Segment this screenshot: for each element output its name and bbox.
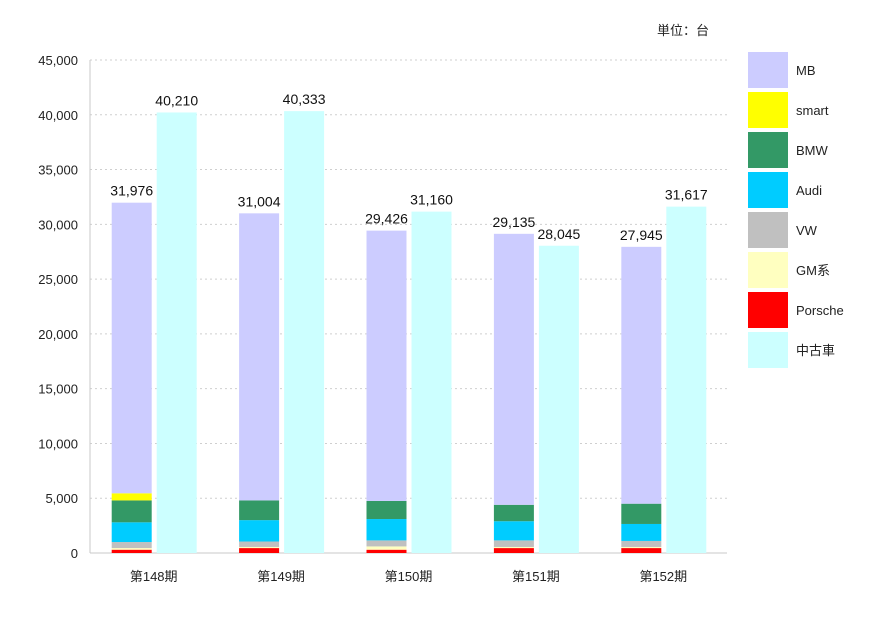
legend-item: BMW xyxy=(748,132,829,168)
stacked-bar-segment xyxy=(366,500,407,520)
legend-swatch xyxy=(748,332,788,368)
y-tick-label: 25,000 xyxy=(38,272,78,287)
legend-item: Audi xyxy=(748,172,822,208)
y-tick-label: 30,000 xyxy=(38,217,78,232)
y-tick-label: 10,000 xyxy=(38,436,78,451)
used-car-bar xyxy=(411,211,452,554)
legend-item: Porsche xyxy=(748,292,844,328)
used-data-label: 31,160 xyxy=(410,192,453,208)
stacked-bar-segment xyxy=(493,546,534,549)
legend-item: smart xyxy=(748,92,829,128)
stacked-bar-segment xyxy=(111,202,152,494)
stacked-bar-segment xyxy=(111,522,152,543)
legend-swatch xyxy=(748,132,788,168)
total-data-label: 31,976 xyxy=(110,183,153,199)
x-tick-label: 第148期 xyxy=(130,569,178,584)
legend-label: Audi xyxy=(796,183,822,198)
stacked-bar-segment xyxy=(239,500,280,521)
stacked-bar-segment xyxy=(111,549,152,553)
y-tick-label: 45,000 xyxy=(38,53,78,68)
stacked-bar-segment xyxy=(493,233,534,505)
unit-note: 単位：台 xyxy=(657,23,709,38)
legend-item: 中古車 xyxy=(748,332,835,368)
used-car-bar xyxy=(156,112,197,553)
stacked-bar-segment xyxy=(493,521,534,541)
stacked-bar-segment xyxy=(239,213,280,501)
y-tick-label: 0 xyxy=(71,546,78,561)
stacked-bar-segment xyxy=(621,246,662,504)
stacked-bar-segment xyxy=(366,519,407,541)
legend-item: VW xyxy=(748,212,818,248)
legend-label: smart xyxy=(796,103,829,118)
legend-label: BMW xyxy=(796,143,829,158)
legend-item: MB xyxy=(748,52,816,88)
labels-layer: 31,976 40,210 第148期 31,004 40,333 第149期 29,426… xyxy=(110,91,708,584)
used-car-bar xyxy=(666,206,707,553)
legend-swatch xyxy=(748,292,788,328)
x-tick-label: 第151期 xyxy=(512,569,560,584)
stacked-bar-segment xyxy=(366,549,407,553)
stacked-bar-segment xyxy=(111,548,152,550)
legend-swatch xyxy=(748,212,788,248)
used-data-label: 31,617 xyxy=(665,187,708,203)
y-tick-label: 15,000 xyxy=(38,382,78,397)
used-car-bar xyxy=(284,111,325,553)
y-tick-label: 20,000 xyxy=(38,327,78,342)
stacked-bar-segment xyxy=(239,548,280,553)
legend-label: MB xyxy=(796,63,816,78)
stacked-bar-segment xyxy=(621,546,662,549)
x-tick-label: 第152期 xyxy=(639,569,687,584)
legend-swatch xyxy=(748,92,788,128)
y-tick-label: 35,000 xyxy=(38,163,78,178)
legend: MB smart BMW Audi VW GM系 Porsche 中古車 xyxy=(748,52,844,368)
stacked-bar-segment xyxy=(621,548,662,553)
stacked-bar-segment xyxy=(239,541,280,547)
stacked-bar-segment xyxy=(111,542,152,549)
stacked-bar-segment xyxy=(366,230,407,501)
stacked-bar-segment xyxy=(493,540,534,547)
stacked-bar-segment xyxy=(493,504,534,522)
used-car-bar xyxy=(538,245,579,553)
stacked-bar-segment xyxy=(621,540,662,547)
stacked-bar-segment xyxy=(111,493,152,501)
stacked-bar-segment xyxy=(493,548,534,553)
stacked-bar-segment xyxy=(239,520,280,542)
legend-label: GM系 xyxy=(796,263,830,278)
total-data-label: 29,426 xyxy=(365,211,408,227)
legend-swatch xyxy=(748,252,788,288)
legend-swatch xyxy=(748,52,788,88)
used-data-label: 28,045 xyxy=(537,226,580,242)
stacked-bar-segment xyxy=(366,540,407,547)
stacked-bar-segment xyxy=(366,546,407,550)
stacked-bar-segment xyxy=(239,546,280,549)
y-tick-label: 40,000 xyxy=(38,108,78,123)
used-data-label: 40,333 xyxy=(283,91,326,107)
legend-label: 中古車 xyxy=(796,343,835,358)
legend-swatch xyxy=(748,172,788,208)
legend-item: GM系 xyxy=(748,252,830,288)
total-data-label: 27,945 xyxy=(620,227,663,243)
total-data-label: 31,004 xyxy=(238,193,281,209)
stacked-bar-segment xyxy=(111,500,152,523)
legend-label: Porsche xyxy=(796,303,844,318)
stacked-bar-segment xyxy=(621,503,662,524)
total-data-label: 29,135 xyxy=(492,214,535,230)
bars-layer xyxy=(111,111,707,554)
used-data-label: 40,210 xyxy=(155,92,198,108)
stacked-bar-segment xyxy=(621,523,662,541)
legend-label: VW xyxy=(796,223,818,238)
x-tick-label: 第150期 xyxy=(385,569,433,584)
x-tick-label: 第149期 xyxy=(257,569,305,584)
y-tick-label: 5,000 xyxy=(45,491,78,506)
